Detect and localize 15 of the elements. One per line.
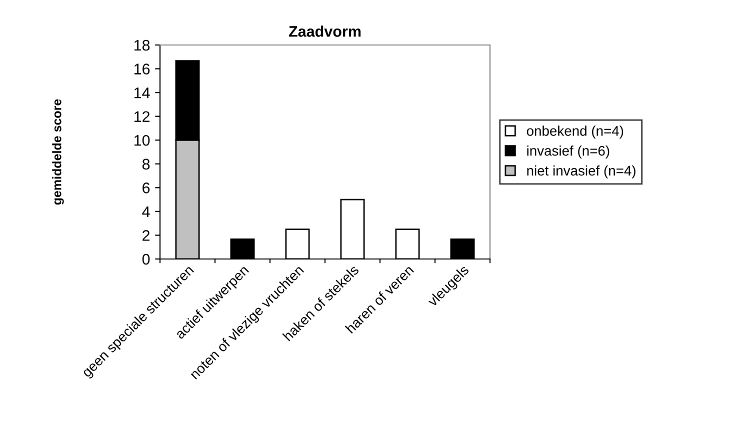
legend-label: onbekend (n=4) — [526, 126, 624, 139]
y-axis-title: gemiddelde score — [52, 99, 64, 205]
y-tick-label: 14 — [134, 88, 150, 98]
y-tick-label: 4 — [142, 206, 150, 217]
y-tick-label: 2 — [142, 230, 150, 241]
legend-label: niet invasief (n=4) — [527, 165, 636, 178]
y-tick-label: 10 — [134, 134, 150, 146]
y-tick-label: 18 — [134, 40, 150, 51]
y-tick-label: 12 — [134, 111, 150, 122]
y-tick-label: 0 — [142, 254, 150, 265]
chart-title: Zaadvorm — [288, 26, 361, 37]
y-tick-label: 8 — [142, 158, 150, 170]
y-tick-label: 6 — [142, 182, 150, 194]
legend-label: invasief (n=6) — [527, 146, 610, 158]
y-tick-label: 16 — [134, 64, 150, 74]
